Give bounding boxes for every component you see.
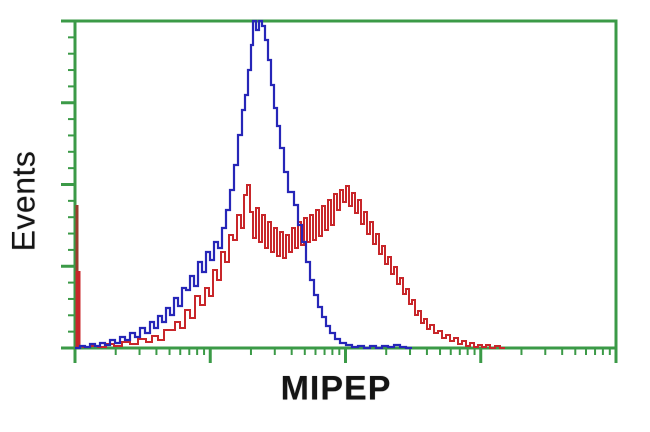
y-axis-label: Events — [5, 150, 42, 252]
plot-frame — [73, 19, 618, 350]
x-axis-label: MIPEP — [280, 369, 392, 408]
red-trace — [82, 184, 505, 349]
blue-trace — [75, 19, 412, 350]
